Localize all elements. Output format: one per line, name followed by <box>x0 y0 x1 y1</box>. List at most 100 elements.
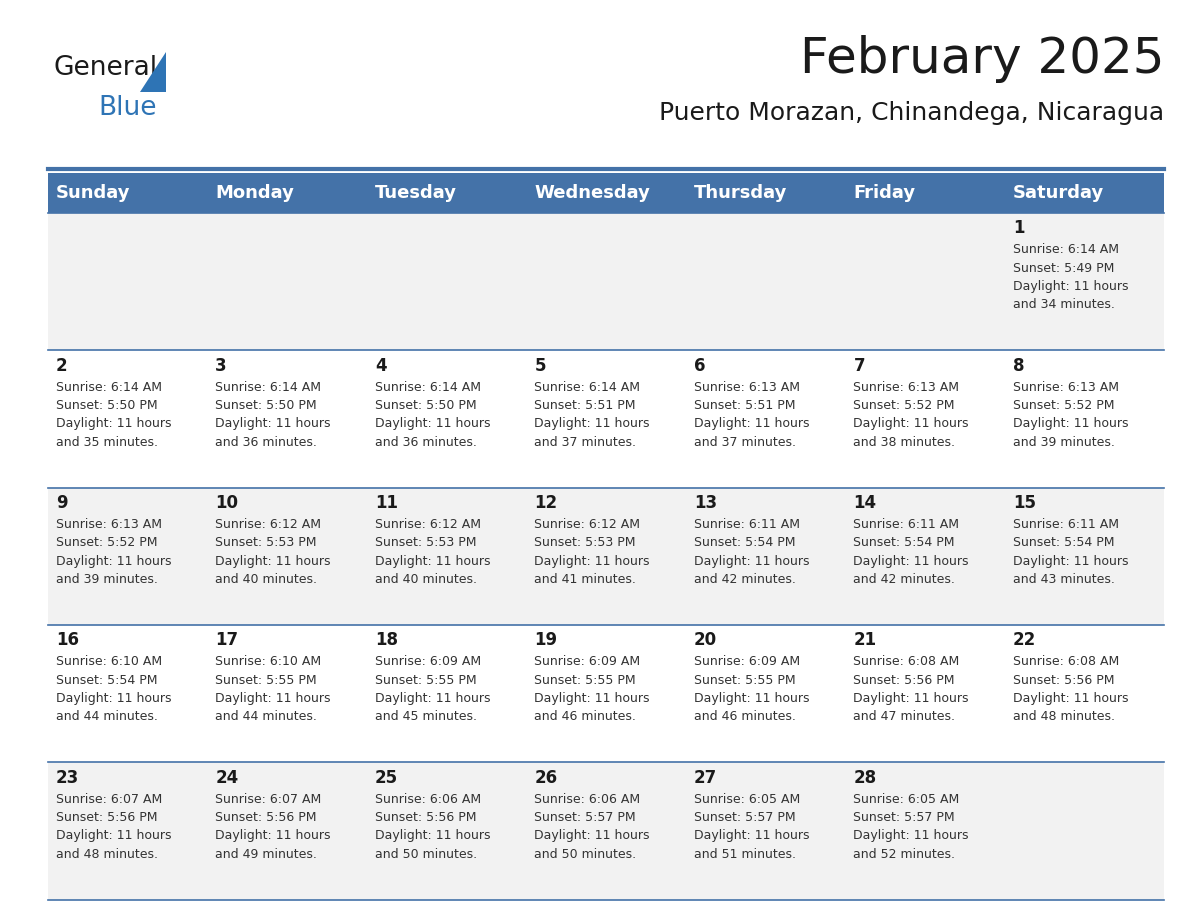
Text: Sunset: 5:52 PM: Sunset: 5:52 PM <box>56 536 157 549</box>
Text: Daylight: 11 hours: Daylight: 11 hours <box>56 829 171 843</box>
Text: Sunset: 5:57 PM: Sunset: 5:57 PM <box>535 811 636 824</box>
Text: 10: 10 <box>215 494 239 512</box>
Text: and 38 minutes.: and 38 minutes. <box>853 436 955 449</box>
Text: Saturday: Saturday <box>1012 184 1104 202</box>
Text: Sunset: 5:54 PM: Sunset: 5:54 PM <box>853 536 955 549</box>
Text: Daylight: 11 hours: Daylight: 11 hours <box>535 554 650 567</box>
Text: and 37 minutes.: and 37 minutes. <box>694 436 796 449</box>
Text: Sunrise: 6:05 AM: Sunrise: 6:05 AM <box>853 792 960 806</box>
Text: 23: 23 <box>56 768 80 787</box>
Text: Sunrise: 6:07 AM: Sunrise: 6:07 AM <box>215 792 322 806</box>
Text: Sunrise: 6:14 AM: Sunrise: 6:14 AM <box>375 381 481 394</box>
Text: Sunset: 5:51 PM: Sunset: 5:51 PM <box>694 399 796 412</box>
Text: Sunset: 5:55 PM: Sunset: 5:55 PM <box>694 674 796 687</box>
Text: Sunrise: 6:13 AM: Sunrise: 6:13 AM <box>1013 381 1119 394</box>
Text: Sunrise: 6:14 AM: Sunrise: 6:14 AM <box>535 381 640 394</box>
Text: Daylight: 11 hours: Daylight: 11 hours <box>853 554 969 567</box>
Text: 21: 21 <box>853 632 877 649</box>
Text: Daylight: 11 hours: Daylight: 11 hours <box>375 692 491 705</box>
Text: and 34 minutes.: and 34 minutes. <box>1013 298 1114 311</box>
Text: Daylight: 11 hours: Daylight: 11 hours <box>56 692 171 705</box>
Text: Sunset: 5:56 PM: Sunset: 5:56 PM <box>215 811 317 824</box>
Text: Daylight: 11 hours: Daylight: 11 hours <box>375 829 491 843</box>
Text: Sunset: 5:53 PM: Sunset: 5:53 PM <box>215 536 317 549</box>
Text: 24: 24 <box>215 768 239 787</box>
Text: and 44 minutes.: and 44 minutes. <box>215 711 317 723</box>
Text: and 51 minutes.: and 51 minutes. <box>694 847 796 861</box>
Text: Sunrise: 6:07 AM: Sunrise: 6:07 AM <box>56 792 162 806</box>
Text: Daylight: 11 hours: Daylight: 11 hours <box>853 418 969 431</box>
Text: 12: 12 <box>535 494 557 512</box>
Text: 11: 11 <box>375 494 398 512</box>
Text: Sunset: 5:50 PM: Sunset: 5:50 PM <box>215 399 317 412</box>
Text: Sunset: 5:52 PM: Sunset: 5:52 PM <box>1013 399 1114 412</box>
Text: Sunrise: 6:08 AM: Sunrise: 6:08 AM <box>1013 655 1119 668</box>
Bar <box>48 173 1164 213</box>
Text: Sunrise: 6:12 AM: Sunrise: 6:12 AM <box>535 518 640 531</box>
Text: and 35 minutes.: and 35 minutes. <box>56 436 158 449</box>
Text: Sunset: 5:50 PM: Sunset: 5:50 PM <box>375 399 476 412</box>
Text: 22: 22 <box>1013 632 1036 649</box>
Text: Daylight: 11 hours: Daylight: 11 hours <box>694 829 809 843</box>
Text: Friday: Friday <box>853 184 915 202</box>
Text: Thursday: Thursday <box>694 184 786 202</box>
Text: Sunset: 5:49 PM: Sunset: 5:49 PM <box>1013 262 1114 274</box>
Text: and 49 minutes.: and 49 minutes. <box>215 847 317 861</box>
Text: 4: 4 <box>375 357 386 375</box>
Bar <box>48 213 1164 351</box>
Text: Sunrise: 6:12 AM: Sunrise: 6:12 AM <box>375 518 481 531</box>
Text: Blue: Blue <box>99 95 157 121</box>
Text: Sunset: 5:54 PM: Sunset: 5:54 PM <box>1013 536 1114 549</box>
Text: Sunset: 5:53 PM: Sunset: 5:53 PM <box>375 536 476 549</box>
Text: Daylight: 11 hours: Daylight: 11 hours <box>215 829 331 843</box>
Text: Sunrise: 6:13 AM: Sunrise: 6:13 AM <box>56 518 162 531</box>
Text: Sunrise: 6:10 AM: Sunrise: 6:10 AM <box>56 655 162 668</box>
Text: General: General <box>53 55 158 81</box>
Text: Sunrise: 6:06 AM: Sunrise: 6:06 AM <box>535 792 640 806</box>
Text: Sunset: 5:56 PM: Sunset: 5:56 PM <box>853 674 955 687</box>
Text: 28: 28 <box>853 768 877 787</box>
Text: Daylight: 11 hours: Daylight: 11 hours <box>375 418 491 431</box>
Text: Sunset: 5:52 PM: Sunset: 5:52 PM <box>853 399 955 412</box>
Text: and 50 minutes.: and 50 minutes. <box>375 847 478 861</box>
Text: and 42 minutes.: and 42 minutes. <box>853 573 955 586</box>
Text: and 43 minutes.: and 43 minutes. <box>1013 573 1114 586</box>
Text: and 44 minutes.: and 44 minutes. <box>56 711 158 723</box>
Text: Monday: Monday <box>215 184 293 202</box>
Text: 19: 19 <box>535 632 557 649</box>
Text: Sunset: 5:55 PM: Sunset: 5:55 PM <box>215 674 317 687</box>
Text: Sunset: 5:56 PM: Sunset: 5:56 PM <box>56 811 157 824</box>
Text: Sunrise: 6:14 AM: Sunrise: 6:14 AM <box>215 381 322 394</box>
Text: Daylight: 11 hours: Daylight: 11 hours <box>694 554 809 567</box>
Text: Daylight: 11 hours: Daylight: 11 hours <box>56 418 171 431</box>
Text: 14: 14 <box>853 494 877 512</box>
Text: Daylight: 11 hours: Daylight: 11 hours <box>1013 418 1129 431</box>
Text: Sunrise: 6:09 AM: Sunrise: 6:09 AM <box>535 655 640 668</box>
Text: and 39 minutes.: and 39 minutes. <box>1013 436 1114 449</box>
Text: Sunset: 5:57 PM: Sunset: 5:57 PM <box>694 811 796 824</box>
Text: 18: 18 <box>375 632 398 649</box>
Text: Daylight: 11 hours: Daylight: 11 hours <box>535 829 650 843</box>
Text: 7: 7 <box>853 357 865 375</box>
Text: Sunrise: 6:11 AM: Sunrise: 6:11 AM <box>1013 518 1119 531</box>
Text: Sunset: 5:55 PM: Sunset: 5:55 PM <box>535 674 636 687</box>
Text: 26: 26 <box>535 768 557 787</box>
Text: and 50 minutes.: and 50 minutes. <box>535 847 637 861</box>
Bar <box>48 351 1164 487</box>
Bar <box>48 762 1164 900</box>
Text: and 46 minutes.: and 46 minutes. <box>694 711 796 723</box>
Text: Sunrise: 6:09 AM: Sunrise: 6:09 AM <box>694 655 800 668</box>
Text: and 39 minutes.: and 39 minutes. <box>56 573 158 586</box>
Text: 25: 25 <box>375 768 398 787</box>
Text: and 40 minutes.: and 40 minutes. <box>375 573 476 586</box>
Text: Daylight: 11 hours: Daylight: 11 hours <box>853 692 969 705</box>
Text: and 47 minutes.: and 47 minutes. <box>853 711 955 723</box>
Text: and 41 minutes.: and 41 minutes. <box>535 573 637 586</box>
Text: Sunset: 5:53 PM: Sunset: 5:53 PM <box>535 536 636 549</box>
Polygon shape <box>140 52 166 92</box>
Text: 6: 6 <box>694 357 706 375</box>
Text: Daylight: 11 hours: Daylight: 11 hours <box>694 692 809 705</box>
Text: Sunrise: 6:05 AM: Sunrise: 6:05 AM <box>694 792 801 806</box>
Text: Sunrise: 6:06 AM: Sunrise: 6:06 AM <box>375 792 481 806</box>
Text: 27: 27 <box>694 768 718 787</box>
